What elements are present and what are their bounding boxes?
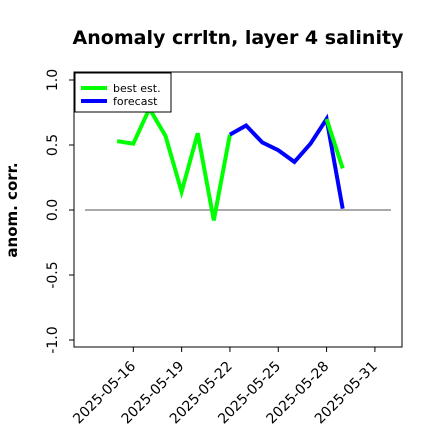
- legend-box: [74, 72, 172, 113]
- y-axis-label: anom. corr.: [3, 162, 21, 257]
- legend-label: forecast: [113, 95, 158, 108]
- legend: best est.forecast: [74, 72, 172, 113]
- y-tick-label: -1.0: [45, 326, 61, 353]
- series-line-segment-2: [324, 118, 345, 170]
- series-line-forecast: [228, 113, 345, 210]
- chart-title: Anomaly crrltn, layer 4 salinity: [73, 27, 404, 49]
- series-line-best-est: [116, 104, 232, 221]
- legend-label: best est.: [113, 82, 161, 95]
- y-tick-label: 0.5: [45, 134, 61, 156]
- series-layer: [116, 104, 345, 221]
- axis-layer: -1.0-0.50.00.51.02025-05-162025-05-19202…: [45, 69, 381, 428]
- y-tick-label: 0.0: [45, 199, 61, 221]
- y-tick-label: 1.0: [45, 69, 61, 91]
- y-tick-label: -0.5: [45, 261, 61, 288]
